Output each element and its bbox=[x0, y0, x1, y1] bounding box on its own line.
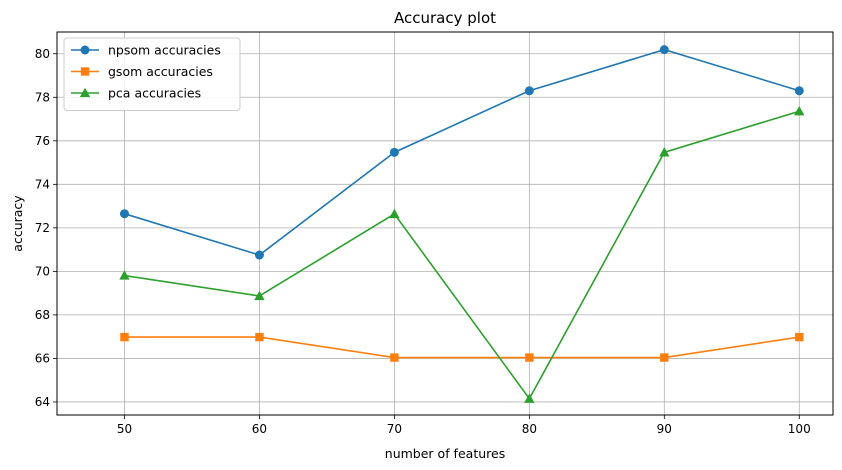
chart-title: Accuracy plot bbox=[394, 9, 496, 27]
series-line bbox=[124, 48, 800, 256]
x-axis-label: number of features bbox=[385, 446, 505, 461]
legend: npsom accuracies gsom accuracies pca accur… bbox=[63, 37, 241, 111]
x-tick-label: 100 bbox=[788, 422, 811, 436]
y-tick-label: 68 bbox=[35, 308, 50, 322]
x-axis-ticks: 50 60 70 80 90 100 bbox=[117, 415, 811, 436]
series-square bbox=[120, 332, 804, 362]
legend-box bbox=[63, 37, 241, 111]
y-tick-label: 76 bbox=[35, 134, 50, 148]
data-point bbox=[794, 86, 804, 96]
data-point bbox=[524, 86, 534, 96]
series-lines bbox=[119, 45, 805, 403]
data-point bbox=[389, 208, 400, 219]
data-point bbox=[794, 106, 805, 116]
legend-marker bbox=[79, 87, 91, 98]
legend-label: pca accuracies bbox=[108, 86, 201, 101]
data-point bbox=[524, 393, 535, 403]
y-axis-label: accuracy bbox=[10, 195, 25, 252]
legend-label: npsom accuracies bbox=[108, 43, 221, 58]
y-tick-label: 72 bbox=[35, 221, 50, 235]
x-tick-label: 60 bbox=[252, 422, 267, 436]
data-point bbox=[119, 209, 129, 219]
data-point bbox=[659, 45, 669, 55]
data-point bbox=[389, 147, 399, 157]
series-circle bbox=[119, 45, 804, 260]
x-tick-label: 90 bbox=[657, 422, 672, 436]
x-tick-label: 80 bbox=[522, 422, 537, 436]
data-point bbox=[255, 332, 264, 342]
data-point bbox=[660, 353, 669, 362]
series-triangle bbox=[119, 106, 805, 403]
y-tick-label: 78 bbox=[35, 90, 50, 104]
legend-marker bbox=[80, 67, 90, 76]
data-point bbox=[120, 332, 129, 342]
series-line bbox=[124, 336, 800, 359]
data-point bbox=[119, 270, 130, 280]
legend-marker bbox=[80, 45, 90, 55]
series-line bbox=[124, 110, 800, 401]
y-tick-label: 64 bbox=[35, 395, 50, 409]
data-point bbox=[659, 147, 670, 157]
y-tick-label: 70 bbox=[35, 264, 50, 278]
plot-frame bbox=[56, 31, 834, 416]
data-point bbox=[254, 290, 265, 301]
x-tick-label: 70 bbox=[387, 422, 402, 436]
legend-label: gsom accuracies bbox=[108, 64, 213, 79]
y-tick-label: 80 bbox=[35, 47, 50, 61]
data-point bbox=[254, 250, 264, 260]
x-tick-label: 50 bbox=[117, 422, 132, 436]
y-tick-label: 74 bbox=[35, 177, 50, 191]
data-point bbox=[390, 353, 399, 362]
y-axis-ticks: 64 66 68 70 72 74 76 78 80 bbox=[35, 47, 57, 409]
y-tick-label: 66 bbox=[35, 351, 50, 365]
data-point bbox=[525, 353, 534, 362]
data-point bbox=[795, 332, 804, 342]
